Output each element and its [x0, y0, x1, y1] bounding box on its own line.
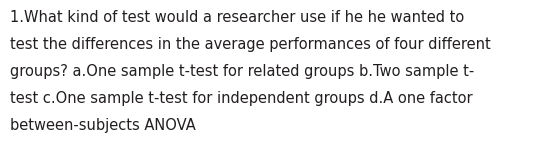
Text: between-subjects ANOVA: between-subjects ANOVA [10, 118, 196, 133]
Text: test the differences in the average performances of four different: test the differences in the average perf… [10, 37, 491, 52]
Text: 1.What kind of test would a researcher use if he he wanted to: 1.What kind of test would a researcher u… [10, 10, 464, 25]
Text: groups? a.One sample t-test for related groups b.Two sample t-: groups? a.One sample t-test for related … [10, 64, 474, 79]
Text: test c.One sample t-test for independent groups d.A one factor: test c.One sample t-test for independent… [10, 91, 473, 106]
